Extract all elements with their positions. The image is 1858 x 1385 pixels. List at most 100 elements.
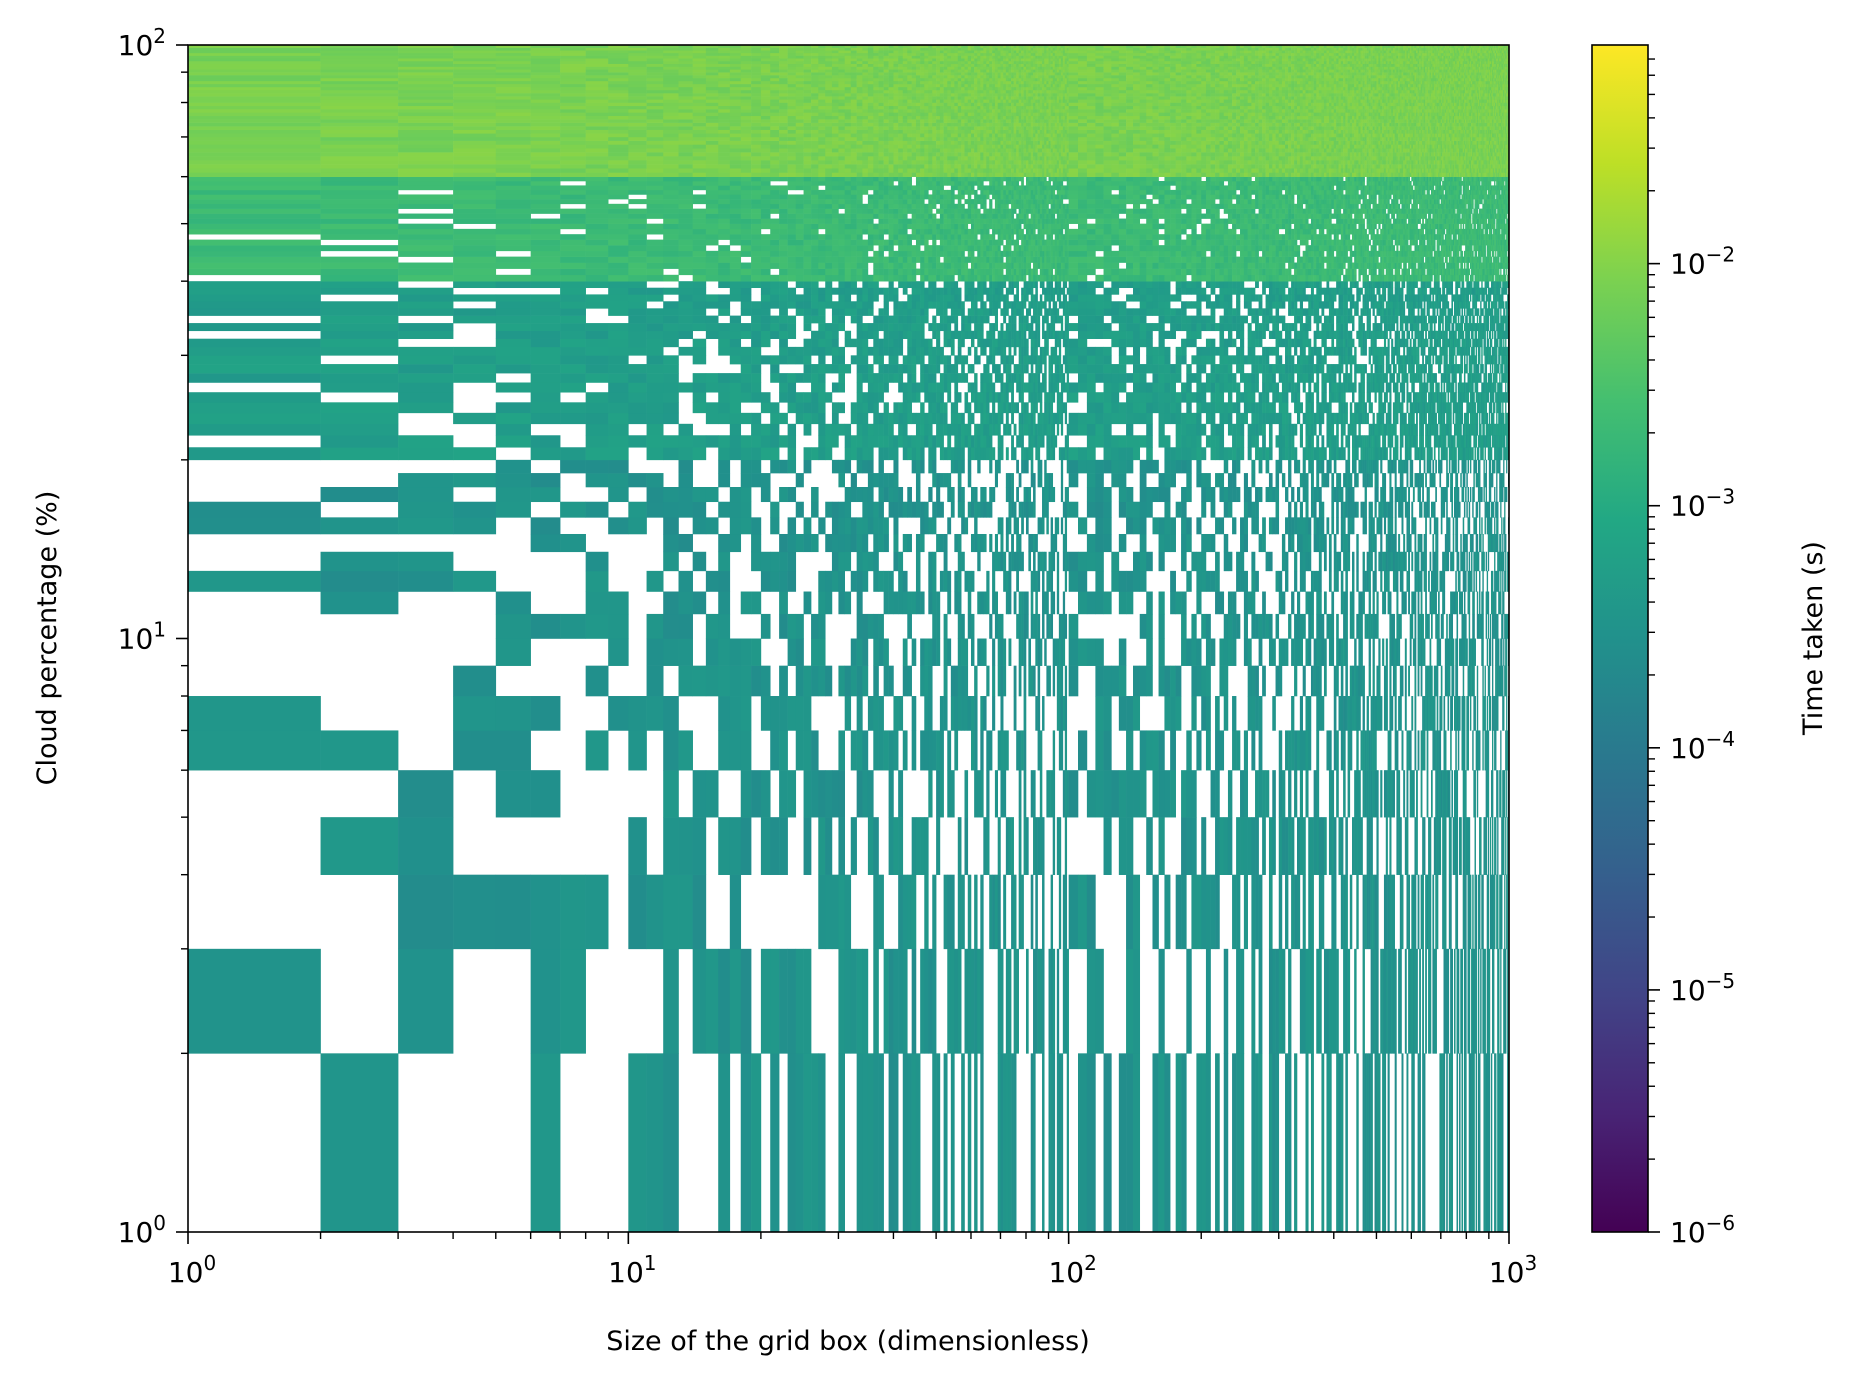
heatmap-cell (1255, 666, 1259, 697)
heatmap-cell (1059, 392, 1061, 402)
heatmap-cell (679, 473, 693, 487)
heatmap-cell (1479, 875, 1480, 949)
heatmap-cell (1380, 552, 1382, 571)
heatmap-cell (1042, 487, 1044, 502)
heatmap-cell (1486, 817, 1487, 875)
heatmap-cell (1248, 502, 1252, 518)
heatmap-cell (907, 534, 912, 552)
heatmap-cell (903, 435, 908, 447)
heatmap-cell (1276, 392, 1280, 402)
heatmap-cell (1170, 730, 1176, 770)
heatmap-cell (940, 413, 944, 424)
heatmap-cell (1308, 447, 1311, 460)
heatmap-cell (761, 666, 771, 697)
heatmap-cell (1228, 447, 1232, 460)
heatmap-cell (560, 413, 586, 424)
heatmap-cell (1140, 517, 1147, 534)
heatmap-cell (1140, 770, 1147, 817)
heatmap-cell (1389, 487, 1391, 502)
heatmap-cell (1170, 696, 1176, 731)
heatmap-cell (1196, 460, 1201, 474)
heatmap-cell (693, 392, 706, 402)
heatmap-cell (1159, 730, 1165, 770)
heatmap-cell (983, 696, 986, 731)
heatmap-cell (912, 1053, 917, 1232)
heatmap-cell (1159, 413, 1165, 424)
heatmap-cell (788, 392, 796, 402)
heatmap-cell (1219, 435, 1224, 447)
heatmap-cell (1232, 447, 1236, 460)
heatmap-cell (1206, 614, 1211, 639)
heatmap-cell (1035, 639, 1038, 666)
heatmap-cell (968, 413, 972, 424)
heatmap-cell (1061, 1053, 1063, 1232)
heatmap-cell (1316, 592, 1319, 615)
heatmap-cell (1345, 364, 1348, 373)
heatmap-cell (845, 487, 851, 502)
heatmap-cell (1224, 552, 1229, 571)
heatmap-cell (1421, 770, 1423, 817)
heatmap-cell (1365, 730, 1367, 770)
heatmap-cell (1425, 552, 1427, 571)
heatmap-cell (971, 382, 974, 392)
heatmap-cell (1201, 355, 1206, 364)
heatmap-cell (977, 770, 980, 817)
heatmap-cell (1140, 373, 1147, 383)
heatmap-cell (1262, 402, 1266, 413)
heatmap-cell (1087, 402, 1096, 413)
heatmap-cell (1369, 517, 1371, 534)
heatmap-cell (1486, 473, 1487, 487)
heatmap-cell (1324, 817, 1327, 875)
heatmap-cell (1454, 949, 1456, 1054)
heatmap-cell (1087, 447, 1096, 460)
heatmap-cell (1354, 770, 1356, 817)
heatmap-cell (761, 435, 771, 447)
heatmap-cell (992, 392, 995, 402)
heatmap-cell (912, 696, 917, 731)
heatmap-cell (1354, 460, 1356, 474)
heatmap-cell (321, 373, 399, 383)
heatmap-cell (1300, 435, 1303, 447)
heatmap-cell (1425, 534, 1427, 552)
heatmap-cell (1358, 424, 1360, 436)
heatmap-cell (1361, 382, 1363, 392)
heatmap-cell (647, 639, 664, 666)
heatmap-cell (1206, 571, 1211, 592)
heatmap-cell (873, 435, 879, 447)
heatmap-cell (924, 424, 928, 436)
heatmap-cell (1140, 435, 1147, 447)
heatmap-cell (1345, 487, 1348, 502)
heatmap-cell (1026, 614, 1029, 639)
heatmap-cell (940, 382, 944, 392)
heatmap-cell (453, 730, 496, 770)
heatmap-cell (741, 639, 752, 666)
heatmap-cell (1269, 487, 1273, 502)
heatmap-cell (1343, 392, 1346, 402)
heatmap-cell (1441, 382, 1443, 392)
heatmap-cell (832, 402, 839, 413)
heatmap-cell (1033, 473, 1036, 487)
heatmap-cell (845, 517, 851, 534)
heatmap-cell (1059, 447, 1061, 460)
heatmap-cell (1444, 382, 1446, 392)
heatmap-cell (1119, 435, 1127, 447)
heatmap-cell (1448, 696, 1450, 731)
heatmap-cell (928, 517, 932, 534)
heatmap-cell (971, 696, 974, 731)
heatmap-cell (1308, 355, 1311, 364)
heatmap-cell (1063, 639, 1065, 666)
heatmap-cell (1095, 373, 1103, 383)
heatmap-cell (1276, 413, 1280, 424)
heatmap-cell (1297, 413, 1300, 424)
heatmap-cell (1439, 817, 1441, 875)
heatmap-cell (974, 1053, 977, 1232)
heatmap-cell (1016, 949, 1019, 1054)
heatmap-cell (741, 817, 752, 875)
heatmap-cell (1288, 382, 1291, 392)
heatmap-cell (1021, 402, 1024, 413)
heatmap-cell (1053, 373, 1055, 383)
heatmap-cell (1244, 473, 1248, 487)
heatmap-cell (1065, 875, 1067, 949)
heatmap-cell (1466, 364, 1467, 373)
heatmap-cell (1458, 487, 1460, 502)
